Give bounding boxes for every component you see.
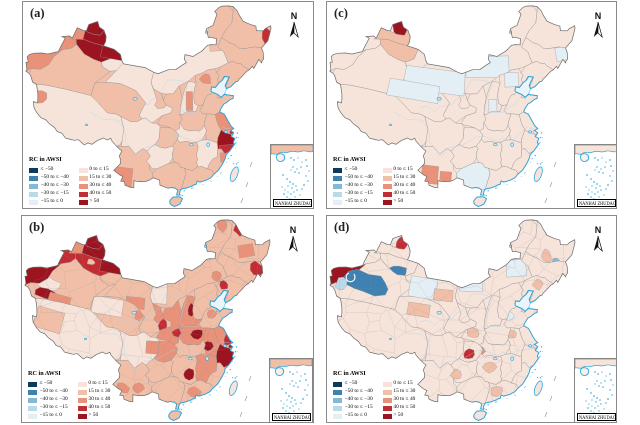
svg-text:NANHAI ZHUDAO: NANHAI ZHUDAO [579,416,616,420]
svg-text:NANHAI ZHUDAO: NANHAI ZHUDAO [579,202,616,206]
svg-text:N: N [595,11,602,21]
svg-text:N: N [290,225,297,235]
svg-text:N: N [291,11,298,21]
svg-text:N: N [595,225,602,235]
svg-text:NANHAI ZHUDAO: NANHAI ZHUDAO [274,416,311,420]
svg-text:NANHAI ZHUDAO: NANHAI ZHUDAO [275,202,312,206]
